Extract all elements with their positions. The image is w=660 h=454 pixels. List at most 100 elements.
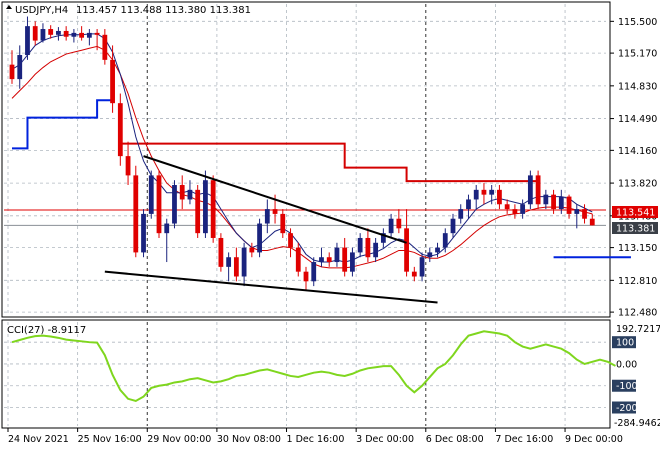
candle-body [427,252,433,258]
candle-body [574,209,580,214]
candle-body [48,29,54,35]
candle-body [148,175,154,214]
cci-series [11,330,616,403]
time-tick-label: 24 Nov 2021 [8,434,69,445]
candle-body [264,209,270,224]
candle-body [257,223,262,253]
price-tick-label: 114.160 [618,146,657,157]
candle-body [56,30,61,35]
candle-body [473,189,479,200]
candle-body [357,237,363,253]
candle-body [303,271,309,282]
candle-body [311,262,317,282]
collapse-arrow-icon[interactable] [6,5,12,9]
price-tick-label: 114.490 [618,114,657,125]
resistance-level-line [120,142,539,183]
price-pane-frame [1,1,611,318]
candle-body [233,257,239,277]
candle-body [210,180,216,238]
indicator-pane-frame [1,319,611,429]
cci-label: CCI(27) -8.9117 [7,325,86,336]
price-tick-label: 112.810 [618,276,657,287]
candle-body [9,64,15,80]
candle-body [319,257,324,263]
candle-body [86,32,92,38]
price-tick-label: 113.820 [618,179,657,190]
candle-body [141,213,146,253]
candle-body [288,233,293,248]
cci-level-label: 0.00 [616,359,637,370]
candle-body [458,209,464,219]
moving-average-fast [11,33,593,263]
candle-body [504,204,510,210]
candle-body [512,209,518,214]
moving-average-slow [11,45,593,269]
candle-body [203,180,208,234]
time-tick-label: 30 Nov 08:00 [217,434,281,445]
indicator-header: CCI(27) -8.9117 [7,325,86,336]
time-tick-label: 29 Nov 00:00 [147,434,211,445]
candle-body [241,247,247,277]
candle-body [280,213,286,234]
candle-body [326,257,332,263]
candle-body [40,29,46,41]
candle-body [481,189,487,195]
candle-body [419,257,425,277]
time-tick-label: 25 Nov 16:00 [78,434,142,445]
candle-body [25,26,30,56]
cci-level-label: 100 [616,338,634,349]
candle-body [125,156,131,176]
candle-body [218,237,224,267]
price-tick-label: 112.480 [618,308,657,319]
support-resistance-levels [4,99,631,259]
price-axis: 115.500 115.170 114.830 114.490 114.160 113.8… [610,17,657,414]
candle-body [226,257,232,267]
trendlines [104,155,438,304]
candle-body [489,189,495,195]
cci-level-label: -200 [616,403,638,414]
candle-body [442,233,448,248]
candle-body [350,252,355,272]
candle-body [566,196,572,214]
candle-body [79,32,85,38]
candle-body [551,194,556,210]
cci-line [11,330,616,403]
candle-body [187,189,193,200]
candle-body [63,30,69,37]
candle-body [102,34,108,60]
candle-body [396,218,402,229]
candle-body [71,32,77,37]
candle-body [466,199,471,210]
cci-level-badge [612,401,636,414]
price-marker-gray: 113.381 [612,222,658,235]
candlestick-series [9,16,595,291]
price-marker-gray-text: 113.381 [616,224,655,235]
candle-body [497,189,502,205]
candle-body [582,209,587,219]
price-tick-label: 115.170 [618,49,657,60]
trendline [143,155,407,244]
support-level-line [12,99,113,150]
cci-level-badge [612,379,636,392]
candle-body [342,247,348,272]
candle-body [543,194,549,205]
candle-body [195,189,201,234]
time-tick-label: 7 Dec 16:00 [495,434,553,445]
price-tick-label: 114.830 [618,81,657,92]
moving-averages [11,33,593,269]
candle-body [110,59,115,104]
cci-level-label: -100 [616,381,638,392]
candle-body [380,233,386,243]
price-marker-red: 113.541 [612,206,658,219]
candle-body [520,204,526,214]
candle-body [94,32,100,35]
price-marker-red-text: 113.541 [616,208,655,219]
time-tick-label: 1 Dec 16:00 [287,434,345,445]
candle-body [411,271,417,277]
price-tick-label: 115.500 [618,17,657,28]
candle-body [373,242,379,258]
candle-body [365,237,371,258]
candle-body [535,175,541,205]
